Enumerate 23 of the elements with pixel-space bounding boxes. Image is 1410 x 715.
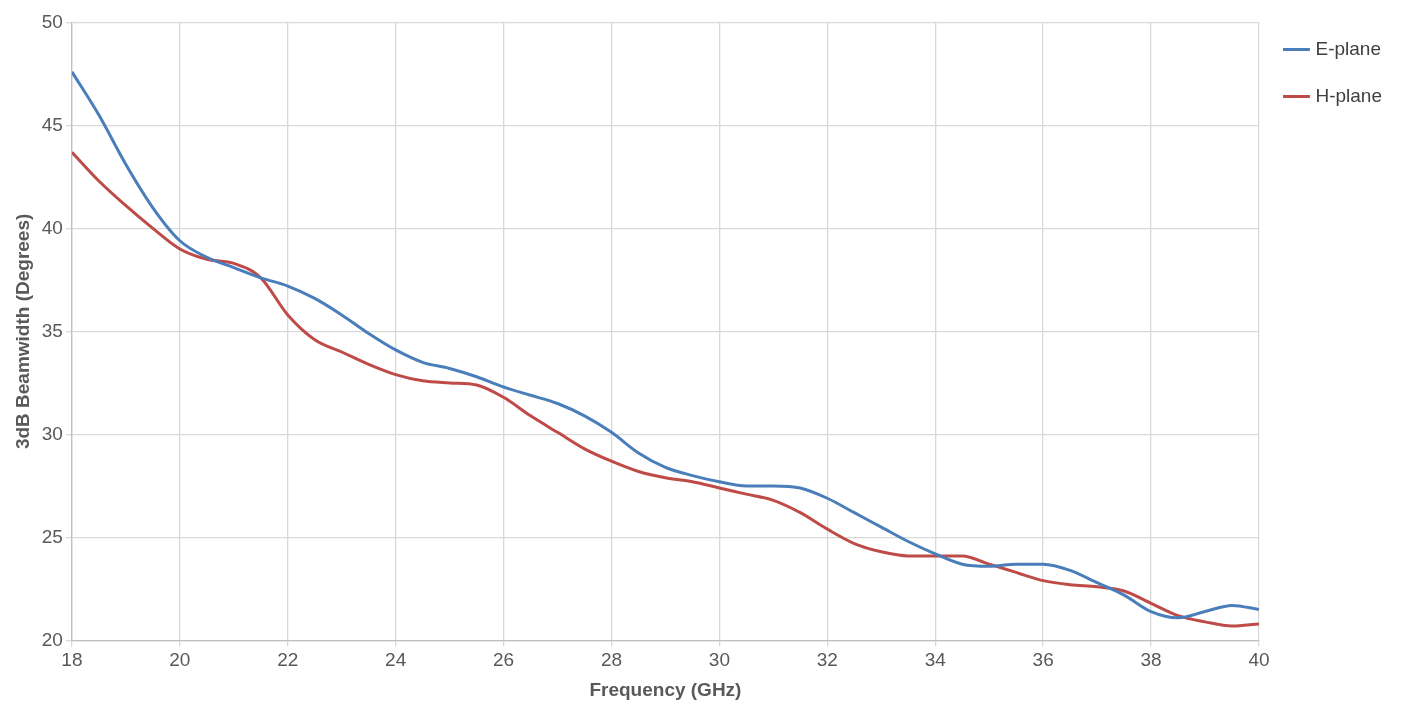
y-tick-label: 45 — [41, 113, 63, 135]
y-axis-title: 3dB Beamwidth (Degrees) — [11, 213, 33, 450]
x-tick-label: 28 — [600, 649, 623, 671]
x-tick-label: 34 — [924, 649, 947, 671]
legend-label: H-plane — [1315, 84, 1383, 106]
x-tick-label: 32 — [816, 649, 838, 671]
x-tick-label: 38 — [1140, 649, 1162, 671]
y-tick-label: 25 — [41, 525, 63, 547]
x-tick-label: 22 — [277, 649, 299, 671]
legend-label: E-plane — [1315, 37, 1381, 59]
y-tick-label: 20 — [41, 628, 63, 650]
y-tick-label: 35 — [41, 319, 63, 341]
x-tick-label: 30 — [708, 649, 730, 671]
y-tick-label: 50 — [41, 10, 63, 32]
x-tick-label: 40 — [1248, 649, 1270, 671]
y-tick-label: 40 — [41, 216, 63, 238]
x-tick-label: 20 — [169, 649, 191, 671]
x-tick-label: 24 — [385, 649, 407, 671]
x-tick-label: 26 — [493, 649, 515, 671]
x-axis-title: Frequency (GHz) — [589, 678, 742, 700]
y-tick-label: 30 — [41, 422, 63, 444]
x-tick-label: 18 — [61, 649, 83, 671]
x-tick-label: 36 — [1032, 649, 1054, 671]
